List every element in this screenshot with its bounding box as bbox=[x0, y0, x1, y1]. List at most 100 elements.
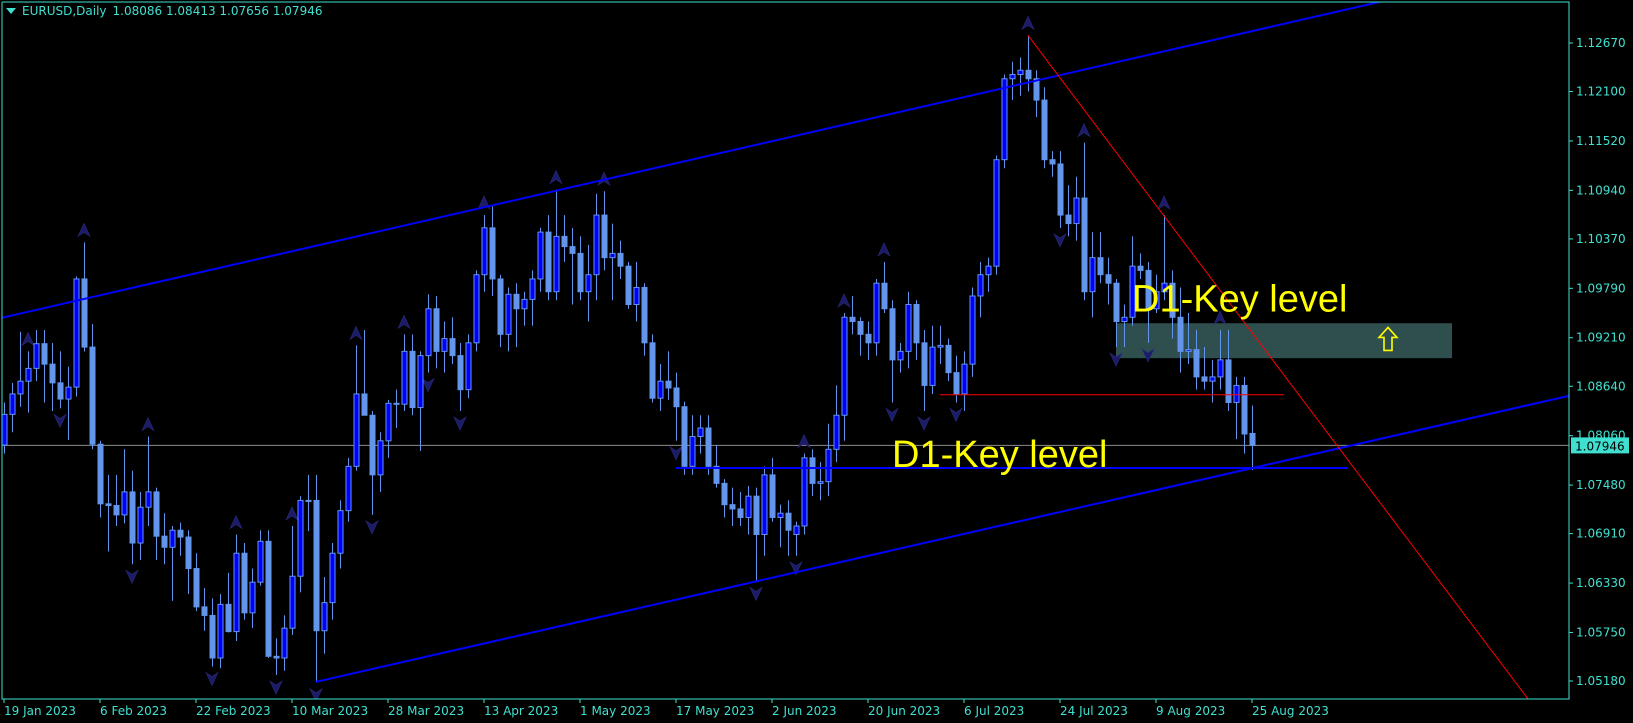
candle-body bbox=[961, 363, 968, 395]
candle-bull bbox=[833, 385, 840, 463]
plot-area: D1-Key level D1-Key level bbox=[0, 0, 1571, 723]
key-level-zone[interactable] bbox=[1116, 323, 1452, 359]
candle-bull bbox=[417, 351, 424, 452]
candle-bull bbox=[1217, 330, 1224, 390]
candle-bull bbox=[25, 351, 32, 413]
candle-body bbox=[857, 321, 864, 335]
candle-body bbox=[1025, 69, 1032, 80]
candle-body bbox=[33, 343, 40, 369]
candle-body bbox=[553, 235, 560, 293]
candle-body bbox=[2, 413, 8, 446]
candle-bull bbox=[473, 270, 480, 352]
date-tick-label: 22 Feb 2023 bbox=[196, 704, 271, 718]
fractal-down-icon bbox=[1141, 347, 1155, 363]
candle-bull bbox=[2, 402, 8, 454]
candle-body bbox=[81, 278, 88, 348]
candle-body bbox=[145, 491, 152, 508]
candle-body bbox=[1233, 384, 1240, 403]
candle-bull bbox=[553, 189, 560, 301]
candle-bear bbox=[665, 351, 672, 400]
candle-body bbox=[1009, 74, 1016, 80]
candle-bull bbox=[633, 261, 640, 322]
candle-body bbox=[873, 282, 880, 344]
key-level-label-upper: D1-Key level bbox=[1132, 278, 1347, 320]
candle-bull bbox=[825, 423, 832, 497]
candle-bear bbox=[81, 242, 88, 352]
candle-body bbox=[89, 346, 96, 445]
candle-body bbox=[353, 393, 360, 467]
candle-body bbox=[705, 427, 712, 467]
candle-body bbox=[217, 603, 224, 659]
lower-channel-line[interactable] bbox=[315, 394, 1571, 683]
date-tick-label: 19 Jan 2023 bbox=[4, 704, 76, 718]
date-tick-label: 24 Jul 2023 bbox=[1060, 704, 1128, 718]
candle-body bbox=[921, 342, 928, 386]
candle-bear bbox=[369, 410, 376, 515]
candle-body bbox=[681, 406, 688, 467]
down-trendline[interactable] bbox=[1027, 35, 1571, 723]
candle-bull bbox=[905, 291, 912, 369]
candle-body bbox=[1057, 163, 1064, 216]
candle-bear bbox=[1065, 185, 1072, 237]
candle-body bbox=[265, 540, 272, 657]
candle-body bbox=[1097, 257, 1104, 276]
candle-bull bbox=[977, 261, 984, 318]
candle-body bbox=[361, 393, 368, 416]
fractal-down-icon bbox=[749, 586, 763, 602]
date-tick-label: 17 May 2023 bbox=[676, 704, 754, 718]
candle-bull bbox=[689, 415, 696, 475]
candle-body bbox=[417, 355, 424, 409]
candle-bear bbox=[185, 530, 192, 595]
triangle-down-icon[interactable] bbox=[6, 8, 16, 14]
candle-bull bbox=[841, 313, 848, 441]
candle-body bbox=[121, 491, 128, 516]
candle-body bbox=[1017, 69, 1024, 76]
upper-channel-line[interactable] bbox=[0, 0, 1571, 319]
fractal-up-icon bbox=[349, 325, 363, 341]
candle-body bbox=[529, 278, 536, 300]
candle-bull bbox=[137, 491, 144, 561]
symbol-timeframe: EURUSD,Daily bbox=[22, 4, 107, 18]
candle-body bbox=[689, 436, 696, 467]
fractal-down-icon bbox=[269, 680, 283, 695]
candle-bear bbox=[265, 530, 272, 658]
candle-body bbox=[233, 552, 240, 633]
candle-bull bbox=[873, 278, 880, 356]
candle-body bbox=[937, 344, 944, 348]
candle-bear bbox=[361, 330, 368, 416]
candle-bear bbox=[945, 338, 952, 382]
candle-body bbox=[1001, 78, 1008, 161]
candle-bull bbox=[993, 155, 1000, 275]
candle-body bbox=[1161, 282, 1168, 293]
candle-body bbox=[1169, 282, 1176, 318]
candle-bear bbox=[161, 513, 168, 565]
date-tick-label: 6 Jul 2023 bbox=[964, 704, 1024, 718]
candle-bear bbox=[545, 215, 552, 301]
candle-bull bbox=[593, 193, 600, 301]
candle-bear bbox=[513, 283, 520, 348]
candle-body bbox=[257, 540, 264, 583]
candle-bull bbox=[289, 525, 296, 636]
candle-bull bbox=[1153, 274, 1160, 314]
candle-body bbox=[761, 474, 768, 535]
candle-body bbox=[329, 552, 336, 604]
candle-bear bbox=[49, 342, 56, 411]
candle-body bbox=[1201, 376, 1208, 382]
candle-bull bbox=[321, 577, 328, 654]
candle-bull bbox=[1185, 313, 1192, 365]
date-tick-label: 20 Jun 2023 bbox=[868, 704, 940, 718]
candle-body bbox=[377, 440, 384, 476]
candle-body bbox=[201, 606, 208, 616]
candle-bear bbox=[1225, 330, 1232, 411]
candle-body bbox=[577, 252, 584, 293]
candle-body bbox=[65, 386, 72, 400]
candle-body bbox=[841, 316, 848, 416]
candle-bull bbox=[329, 543, 336, 620]
candle-body bbox=[561, 235, 568, 248]
candle-body bbox=[1041, 99, 1048, 161]
candle-bear bbox=[673, 372, 680, 441]
candle-body bbox=[1129, 265, 1136, 318]
candle-body bbox=[945, 344, 952, 374]
candle-body bbox=[1241, 384, 1248, 435]
